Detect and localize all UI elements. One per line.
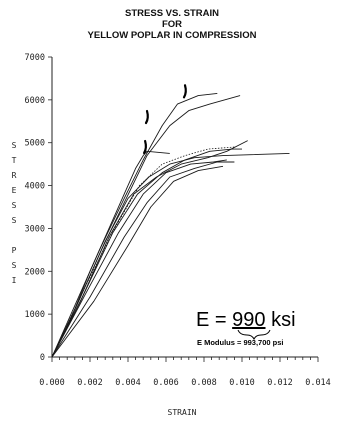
x-tick-label: 0.004 (115, 378, 141, 388)
modulus-big-suffix: ksi (266, 309, 296, 331)
chart-title-line-1: STRESS VS. STRAIN (125, 8, 219, 19)
y-axis-label-letter: S (12, 261, 17, 270)
y-axis-label-letter: S (12, 216, 17, 225)
x-axis-label: STRAIN (168, 408, 197, 417)
y-tick-label: 3000 (25, 224, 45, 234)
data-series (51, 92, 290, 358)
modulus-annotation: E = 990 ksi E Modulus = 993,700 psi (196, 309, 296, 347)
y-axis-label-letter: S (12, 141, 17, 150)
series-line-9 (51, 165, 224, 358)
x-tick-label: 0.012 (267, 378, 293, 388)
modulus-small-text: E Modulus = 993,700 psi (197, 338, 284, 347)
curve-marks (143, 84, 187, 155)
series-line-7 (51, 159, 227, 358)
modulus-brace (237, 329, 271, 341)
x-tick-label: 0.010 (229, 378, 255, 388)
chart-title-line-3: YELLOW POPLAR IN COMPRESSION (88, 30, 257, 41)
modulus-big-prefix: E = (196, 309, 232, 331)
y-axis-label-letter: S (12, 201, 17, 210)
failure-mark (144, 109, 149, 125)
series-line-6 (51, 148, 242, 358)
y-tick-label: 5000 (25, 139, 45, 149)
y-tick-label: 6000 (25, 96, 45, 106)
y-axis-label-letter: R (12, 171, 17, 180)
failure-mark (143, 139, 147, 155)
x-tick-label: 0.006 (153, 378, 179, 388)
y-axis-label-letter: T (12, 156, 17, 165)
chart-title-line-2: FOR (162, 19, 182, 30)
x-tick-label: 0.008 (191, 378, 217, 388)
y-tick-label: 2000 (25, 267, 45, 277)
y-axis-label-letter: P (12, 246, 17, 255)
x-tick-label: 0.014 (305, 378, 331, 388)
chart-title: STRESS VS. STRAIN FOR YELLOW POPLAR IN C… (88, 8, 257, 41)
x-tick-label: 0.000 (39, 378, 65, 388)
failure-mark (182, 84, 187, 99)
ticks: 0.000 0.002 0.004 0.006 0.008 0.010 0.012 0.014… (25, 53, 331, 388)
modulus-big-value: 990 (232, 309, 265, 331)
y-tick-label: 1000 (25, 310, 45, 320)
y-tick-label: 0 (40, 353, 45, 363)
x-tick-label: 0.002 (77, 378, 103, 388)
series-line-10 (51, 146, 235, 358)
y-axis-label-letter: E (12, 186, 17, 195)
axes (51, 57, 318, 358)
series-line-8 (51, 161, 235, 358)
modulus-big-text: E = 990 ksi (196, 309, 296, 331)
y-axis-label-letter: I (12, 276, 17, 285)
series-line-1 (51, 92, 218, 358)
y-tick-label: 4000 (25, 182, 45, 192)
series-line-3 (51, 150, 170, 358)
series-line-5 (51, 140, 248, 358)
y-tick-label: 7000 (25, 53, 45, 63)
